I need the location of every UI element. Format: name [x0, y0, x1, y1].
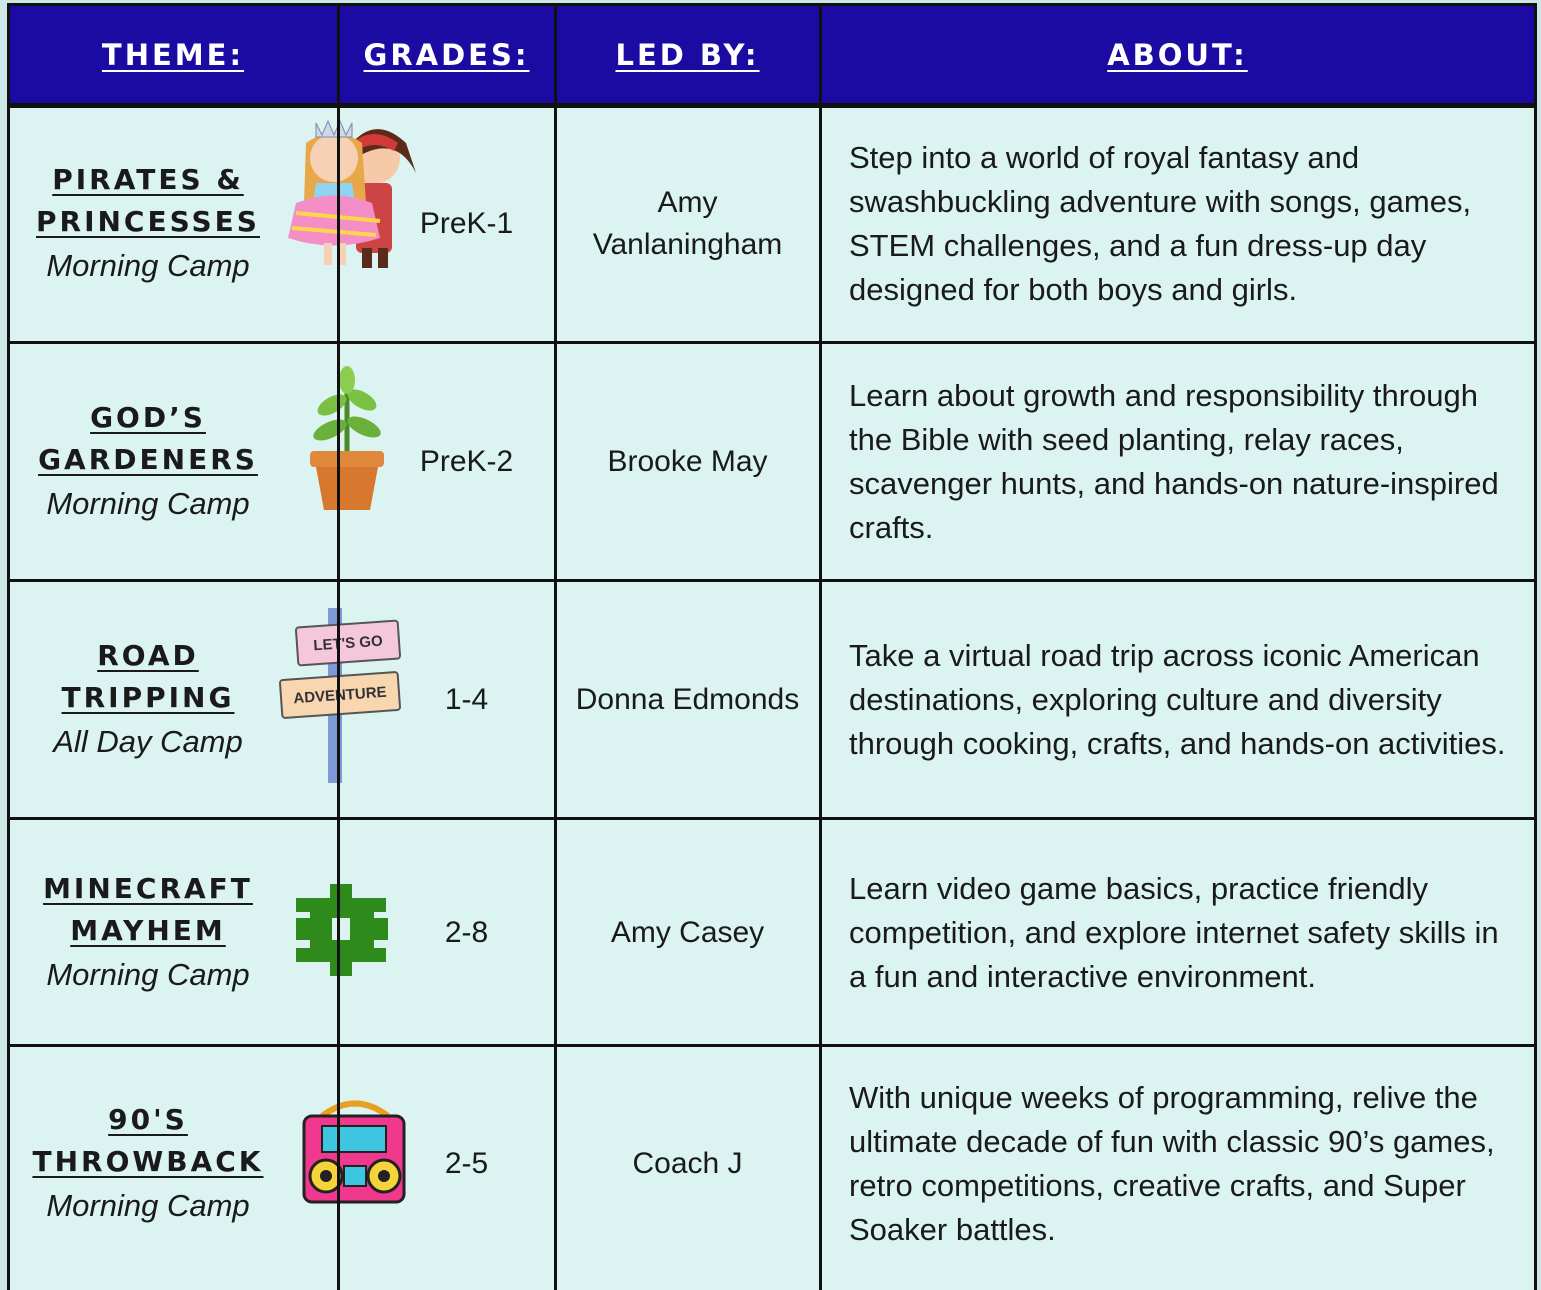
column-line [818, 5, 822, 1290]
row-line [6, 817, 1537, 820]
theme-title: MINECRAFT [43, 871, 253, 905]
row-line [6, 579, 1537, 582]
theme-title: GARDENERS [38, 443, 258, 476]
camp-type: Morning Camp [46, 248, 250, 283]
theme-title: THROWBACK [32, 1144, 264, 1178]
about-cell: Step into a world of royal fantasy and s… [849, 140, 1472, 307]
sign: ADVENTURE [278, 670, 402, 720]
column-line [1533, 5, 1537, 1290]
theme-title: MAYHEM [70, 913, 226, 947]
header-cell: THEME: [101, 38, 245, 72]
theme-cell: MINECRAFT MAYHEM Morning Camp [18, 819, 278, 1046]
theme-title: PIRATES & [52, 163, 244, 196]
about-cell: Take a virtual road trip across iconic A… [849, 638, 1506, 761]
theme-icon [296, 884, 388, 981]
grades-cell: 2-5 [444, 1146, 489, 1180]
camp-type: Morning Camp [46, 486, 250, 521]
leader-cell: Amy Casey [610, 915, 765, 949]
row-line [6, 1044, 1537, 1047]
leader-cell: Donna Edmonds [575, 683, 800, 716]
row-line [6, 3, 1537, 6]
about-cell: Learn about growth and responsibility th… [849, 378, 1499, 545]
theme-cell: PIRATES & PRINCESSES Morning Camp [18, 105, 278, 343]
grades-cell: 1-4 [444, 683, 489, 716]
theme-icon [286, 103, 426, 278]
row-line [6, 103, 1537, 108]
camp-type: Morning Camp [46, 956, 250, 992]
about-cell: Learn video game basics, practice friend… [849, 870, 1499, 994]
theme-cell: GOD’S GARDENERS Morning Camp [18, 343, 278, 581]
theme-cell: 90'S THROWBACK Morning Camp [18, 1046, 278, 1281]
leader-cell: Amy Vanlaningham [592, 186, 783, 261]
column-line [6, 5, 10, 1290]
grades-cell: PreK-2 [419, 445, 514, 478]
leader-cell: Brooke May [607, 445, 768, 478]
header-background [8, 5, 1535, 105]
theme-title: ROAD [97, 639, 199, 672]
theme-cell: ROAD TRIPPING All Day Camp [18, 581, 278, 819]
column-line [553, 5, 557, 1290]
grades-cell: PreK-1 [419, 207, 514, 240]
theme-title: GOD’S [90, 401, 206, 434]
row-line [6, 341, 1537, 344]
body-background [8, 105, 1535, 1290]
header-cell: ABOUT: [1107, 38, 1248, 72]
column-line [336, 5, 340, 1290]
header-cell: LED BY: [615, 38, 760, 72]
leader-cell: Coach J [632, 1146, 743, 1180]
theme-title: 90'S [108, 1102, 188, 1136]
camp-type: All Day Camp [53, 724, 243, 759]
grades-cell: 2-8 [444, 915, 489, 949]
header-cell: GRADES: [363, 38, 530, 72]
camp-type: Morning Camp [46, 1187, 250, 1223]
theme-title: TRIPPING [61, 681, 235, 714]
theme-icon [300, 1096, 410, 1216]
theme-title: PRINCESSES [36, 205, 260, 238]
theme-icon [302, 365, 392, 520]
about-cell: With unique weeks of programming, relive… [849, 1079, 1495, 1247]
sign: LET'S GO [294, 619, 402, 667]
theme-icon: LET'S GO ADVENTURE [278, 603, 410, 793]
